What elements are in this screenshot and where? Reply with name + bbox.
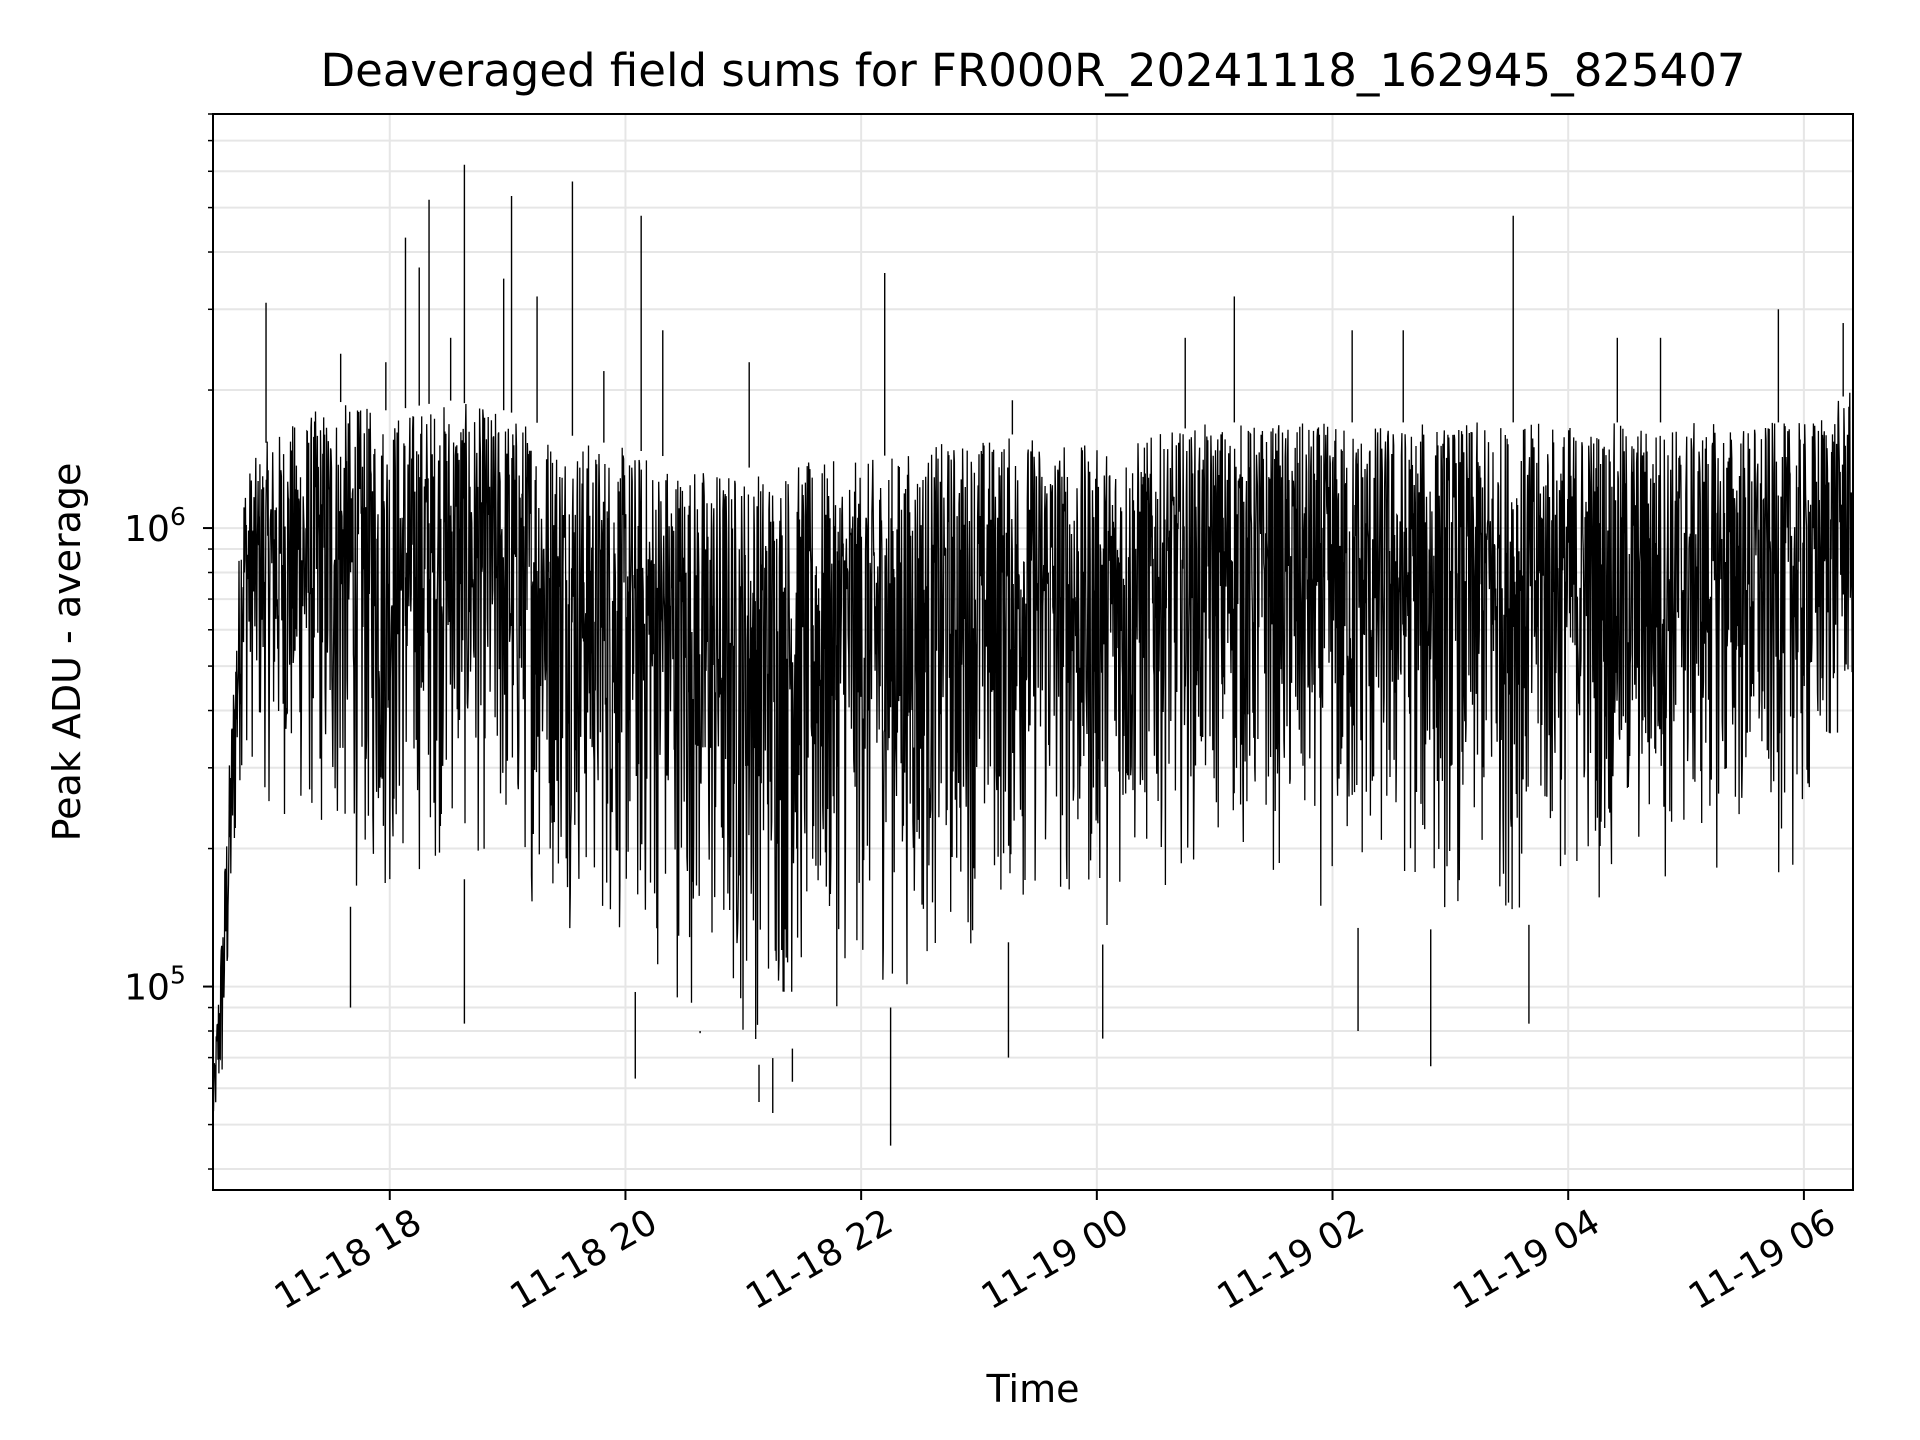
y-tick-base: 10 bbox=[124, 968, 170, 1009]
x-axis-label: Time bbox=[986, 1367, 1080, 1411]
series-path bbox=[212, 392, 1854, 1112]
y-tick-exponent: 6 bbox=[170, 502, 186, 531]
plot-frame bbox=[212, 113, 1854, 1191]
y-tick-exponent: 5 bbox=[170, 961, 186, 990]
y-axis-label: Peak ADU - average bbox=[45, 463, 89, 842]
y-tick-label: 106 bbox=[124, 502, 186, 550]
y-tick-label: 105 bbox=[124, 961, 186, 1009]
series-line bbox=[212, 164, 1854, 1146]
chart-title: Deaveraged field sums for FR000R_2024111… bbox=[321, 44, 1746, 97]
y-tick-base: 10 bbox=[124, 509, 170, 550]
